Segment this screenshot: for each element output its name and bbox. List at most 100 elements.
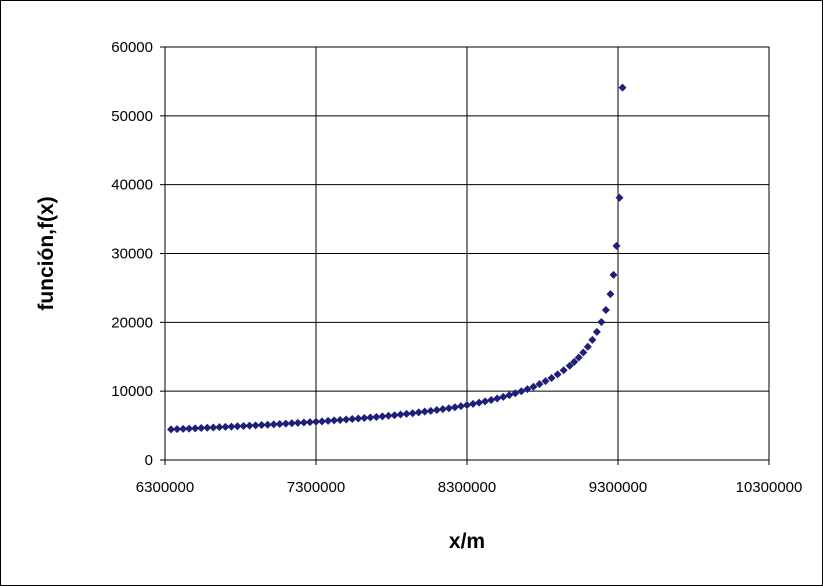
x-tick-label: 6300000 (136, 479, 194, 496)
data-point (487, 395, 496, 404)
data-point (197, 424, 206, 433)
data-point (597, 318, 606, 327)
data-point (342, 415, 351, 424)
y-tick-label: 0 (145, 452, 153, 469)
y-tick-label: 30000 (111, 246, 153, 263)
data-point (318, 417, 327, 426)
data-point (179, 424, 188, 433)
data-point (414, 408, 423, 417)
data-point (287, 419, 296, 428)
x-tick-label: 10300000 (736, 479, 803, 496)
data-point (535, 380, 544, 389)
data-point (559, 366, 568, 375)
data-point (257, 421, 266, 430)
data-point (251, 421, 260, 430)
data-point (505, 391, 514, 400)
x-tick-label: 9300000 (589, 479, 647, 496)
x-tick-label: 7300000 (287, 479, 345, 496)
data-point (330, 416, 339, 425)
data-point (185, 424, 194, 433)
y-tick-label: 40000 (111, 177, 153, 194)
y-axis-title: función,f(x) (35, 196, 58, 310)
data-point (493, 394, 502, 403)
data-point (601, 305, 610, 314)
data-point (396, 410, 405, 419)
data-point (511, 389, 520, 398)
data-point (592, 327, 601, 336)
x-tick-label: 8300000 (438, 479, 496, 496)
data-point (348, 415, 357, 424)
data-point (245, 421, 254, 430)
data-points (167, 83, 627, 434)
data-point (233, 422, 242, 431)
data-point (293, 418, 302, 427)
data-point (426, 406, 435, 415)
data-point (275, 420, 284, 429)
data-point (463, 401, 471, 410)
data-point (574, 353, 583, 362)
data-point (612, 241, 621, 250)
data-point (299, 418, 308, 427)
data-point (173, 425, 182, 434)
data-point (324, 416, 333, 425)
data-point (499, 392, 508, 401)
data-point (336, 416, 345, 425)
data-point (239, 421, 248, 430)
data-point (402, 409, 411, 418)
data-point (570, 357, 579, 366)
data-point (475, 398, 484, 407)
data-point (408, 409, 417, 418)
data-point (312, 417, 320, 426)
data-point (360, 414, 369, 423)
data-point (606, 290, 615, 299)
plot-area (164, 46, 770, 461)
data-point (469, 399, 478, 408)
data-point (583, 342, 592, 351)
data-point (354, 414, 363, 423)
data-point (523, 385, 532, 394)
data-point (305, 418, 314, 427)
data-point (281, 419, 290, 428)
data-point (618, 83, 627, 92)
data-point (547, 373, 556, 382)
y-axis-ticks: 0 10000 20000 30000 40000 50000 60000 (111, 39, 153, 469)
y-tick-label: 50000 (111, 108, 153, 125)
data-point (579, 348, 588, 357)
data-point (609, 270, 618, 279)
data-point (456, 402, 465, 411)
data-point (444, 404, 453, 413)
data-point (227, 422, 236, 431)
gridlines (160, 46, 770, 465)
data-point (615, 193, 624, 202)
data-point (529, 382, 538, 391)
data-point (191, 424, 200, 433)
data-point (432, 406, 441, 415)
data-point (565, 361, 574, 370)
y-tick-label: 20000 (111, 314, 153, 331)
data-point (269, 420, 278, 429)
data-point (588, 335, 597, 344)
data-point (384, 411, 393, 420)
y-tick-label: 60000 (111, 39, 153, 56)
data-point (450, 403, 459, 412)
data-point (167, 425, 176, 434)
data-point (215, 423, 224, 432)
data-point (541, 377, 550, 386)
data-point (263, 420, 272, 429)
data-point (372, 412, 381, 421)
data-point (203, 423, 212, 432)
data-point (438, 405, 447, 414)
data-point (481, 397, 490, 406)
data-point (209, 423, 218, 432)
x-axis-ticks: 6300000 7300000 8300000 9300000 10300000 (136, 479, 803, 496)
data-point (390, 411, 399, 420)
y-tick-label: 10000 (111, 383, 153, 400)
data-point (366, 413, 375, 422)
x-axis-title: x/m (449, 530, 485, 553)
data-point (553, 370, 562, 379)
data-point (221, 422, 230, 431)
data-point (517, 387, 526, 396)
data-point (378, 412, 387, 421)
data-point (420, 407, 429, 416)
